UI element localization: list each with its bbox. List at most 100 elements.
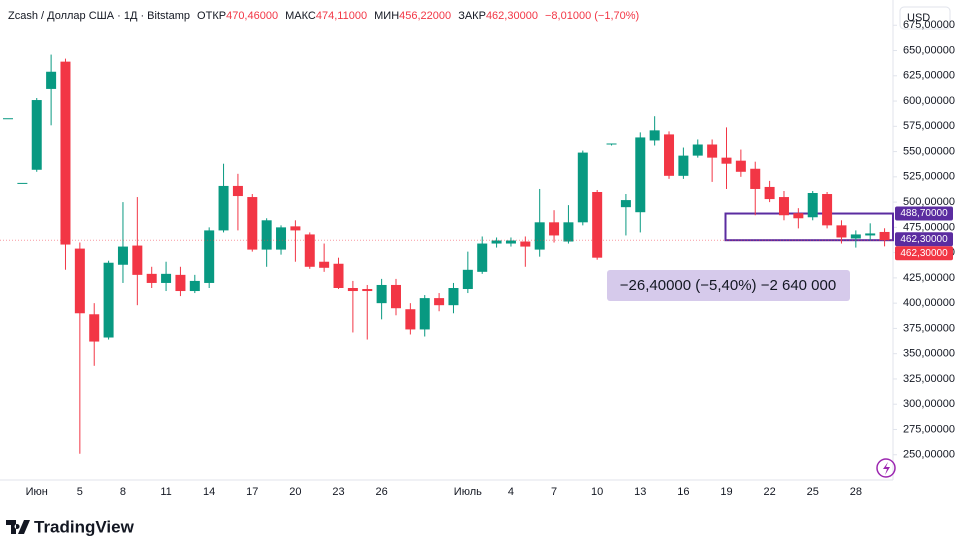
y-tick-label: 250,00000 (903, 449, 955, 461)
candle-body (276, 227, 287, 250)
candle (721, 127, 732, 189)
candle (74, 242, 85, 454)
candle-body (836, 225, 847, 238)
candle (793, 208, 804, 229)
candle-body (362, 289, 373, 292)
x-tick-label: 4 (508, 486, 514, 498)
candle-body (649, 130, 660, 141)
candle-body (74, 248, 85, 314)
candle-body (635, 137, 646, 213)
candle-body (31, 100, 42, 170)
y-tick-label: 300,00000 (903, 398, 955, 410)
candle (218, 163, 229, 233)
candle-body (664, 134, 675, 176)
x-tick-label: Июн (26, 486, 48, 498)
currency-button[interactable] (899, 6, 951, 30)
brand: TradingView (34, 517, 135, 536)
candle-body (175, 274, 186, 292)
y-tick-label: 650,00000 (903, 44, 955, 56)
candle (836, 220, 847, 244)
candle (419, 295, 430, 337)
candle-body (563, 222, 574, 242)
y-tick-label: 575,00000 (903, 120, 955, 132)
currency[interactable]: USD (907, 12, 930, 24)
candle-body (304, 234, 315, 267)
brand-logo: TradingView (6, 517, 135, 536)
candle-body (117, 246, 128, 265)
candle-body (764, 186, 775, 200)
candle-body (103, 262, 114, 338)
candle (477, 236, 488, 274)
x-tick-label: 28 (850, 486, 862, 498)
candle (678, 147, 689, 179)
candle-body (434, 298, 445, 306)
candle (17, 182, 28, 184)
measure-info-box (607, 270, 850, 301)
candle (850, 230, 861, 248)
candle-body (333, 263, 344, 288)
x-tick-label: 25 (807, 486, 819, 498)
candle (347, 280, 358, 333)
candle (46, 54, 57, 126)
candle-body (60, 61, 71, 245)
candle-body (204, 230, 215, 283)
candle (117, 202, 128, 283)
candle (232, 173, 243, 231)
x-tick-label: 13 (634, 486, 646, 498)
x-tick-label: 20 (289, 486, 301, 498)
candle-body (735, 160, 746, 172)
low-label: МИН (374, 10, 399, 22)
x-tick-label: 7 (551, 486, 557, 498)
candle-body (721, 157, 732, 164)
candle (764, 180, 775, 203)
y-tick-label: 625,00000 (903, 70, 955, 82)
candle (276, 225, 287, 255)
y-tick-label: 550,00000 (903, 145, 955, 157)
candle (261, 218, 272, 267)
x-tick-label: Июль (454, 486, 482, 498)
candle (304, 232, 315, 269)
price-label: 462,30000 (900, 234, 948, 245)
candle-body (189, 280, 200, 292)
candle (778, 190, 789, 221)
candle-body (678, 155, 689, 176)
candle-body (419, 298, 430, 330)
candle-body (247, 197, 258, 250)
candle (735, 149, 746, 177)
candle (534, 188, 545, 257)
x-tick-label: 10 (591, 486, 603, 498)
candle (405, 303, 416, 335)
candle-body (462, 269, 473, 290)
price-label: 488,70000 (900, 208, 948, 219)
measure-info: −26,40000 (−5,40%) −2 640 000 (620, 277, 836, 294)
candle-body (146, 273, 157, 283)
candle (161, 261, 172, 292)
price-label: 462,30000 (900, 248, 948, 259)
header: Zcash / Доллар США · 1Д · Bitstamp ОТКР4… (8, 10, 639, 22)
candle (491, 237, 502, 248)
y-tick-label: 275,00000 (903, 423, 955, 435)
y-tick-label: 500,00000 (903, 196, 955, 208)
candle (333, 257, 344, 290)
y-tick-label: 375,00000 (903, 322, 955, 334)
candle-body (132, 245, 143, 275)
change: −8,01000 (−1,70%) (545, 10, 639, 22)
symbol: Zcash / Доллар США · 1Д · Bitstamp (8, 10, 190, 22)
candle-body (491, 240, 502, 244)
candle (635, 132, 646, 233)
candle (434, 293, 445, 312)
high-label: МАКС (285, 10, 316, 22)
candle (103, 260, 114, 340)
candle-body (161, 273, 172, 283)
candle-body (405, 309, 416, 330)
assistant-icon[interactable] (876, 458, 896, 478)
close-value: 462,30000 (486, 10, 538, 22)
candle (592, 189, 603, 260)
candle (204, 227, 215, 288)
candle-body (347, 288, 358, 292)
y-tick-label: 325,00000 (903, 373, 955, 385)
high-value: 474,11000 (316, 10, 367, 22)
y-tick-label: 525,00000 (903, 171, 955, 183)
candle-body (807, 193, 818, 218)
candle (376, 278, 387, 320)
